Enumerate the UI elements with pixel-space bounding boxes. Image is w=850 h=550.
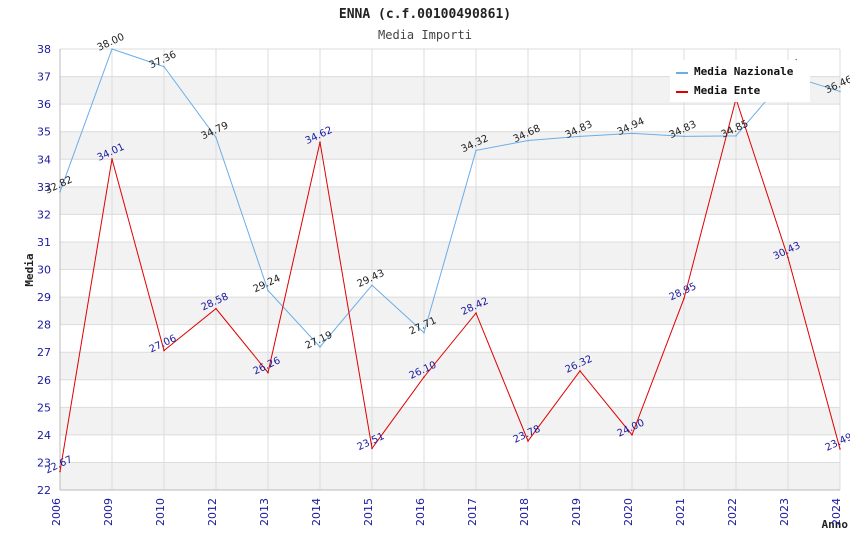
x-axis-ticks: 2006 2009 2010 2012 2013 2014 2015 2016 2017 2018… [50, 498, 843, 526]
point-ente [371, 447, 373, 450]
y-tick-label: 25 [37, 401, 51, 414]
y-tick-label: 24 [37, 429, 51, 442]
x-tick-label: 2006 [50, 498, 63, 526]
point-nazionale [631, 132, 633, 135]
grid-band [60, 434, 840, 463]
grid-band [60, 297, 840, 325]
point-nazionale [319, 346, 321, 348]
point-nazionale [111, 48, 113, 50]
legend-box [670, 60, 810, 102]
plot-background [60, 49, 840, 490]
point-ente [631, 434, 633, 436]
grid-lines [59, 48, 841, 491]
y-tick-label: 22 [37, 484, 51, 497]
chart-subtitle: Media Importi [378, 28, 472, 42]
grid-band [60, 104, 840, 132]
point-nazionale [475, 149, 477, 152]
grid-band [60, 462, 840, 490]
series-line-ente [59, 97, 841, 472]
y-tick-label: 30 [37, 264, 51, 277]
y-tick-label: 34 [37, 153, 51, 166]
x-axis-label: Anno [822, 518, 849, 531]
x-tick-label: 2010 [154, 498, 167, 526]
y-tick-label: 35 [37, 126, 51, 139]
series-lines [59, 48, 841, 473]
point-ente [319, 141, 321, 143]
x-tick-label: 2019 [570, 498, 583, 526]
grid-band [60, 241, 840, 270]
x-tick-label: 2024 [830, 498, 843, 526]
legend-label-ente: Media Ente [694, 84, 761, 97]
y-axis-ticks: 22 23 24 25 26 27 28 29 30 31 32 33 34 35 36 37 38 [37, 43, 51, 497]
x-tick-label: 2015 [362, 498, 375, 526]
y-tick-label: 33 [37, 181, 51, 194]
point-ente [163, 349, 165, 352]
point-ente [267, 371, 269, 374]
x-tick-label: 2016 [414, 498, 427, 526]
grid-band [60, 324, 840, 353]
point-ente [111, 158, 113, 160]
point-nazionale [527, 139, 529, 142]
point-nazionale [215, 136, 217, 139]
x-tick-label: 2017 [466, 498, 479, 526]
x-tick-label: 2018 [518, 498, 531, 526]
grid-band [60, 379, 840, 408]
grid-band [60, 269, 840, 298]
x-tick-label: 2023 [778, 498, 791, 526]
y-tick-label: 32 [37, 208, 51, 221]
point-nazionale [735, 135, 737, 137]
grid-band [60, 214, 840, 242]
point-ente [527, 440, 529, 442]
grid-band [60, 159, 840, 187]
legend-label-nazionale: Media Nazionale [694, 65, 794, 78]
y-tick-label: 27 [37, 346, 51, 359]
y-tick-label: 26 [37, 374, 51, 387]
x-tick-label: 2021 [674, 498, 687, 526]
point-ente [579, 370, 581, 372]
x-tick-label: 2014 [310, 498, 323, 526]
x-tick-label: 2012 [206, 498, 219, 526]
y-tick-label: 23 [37, 456, 51, 469]
y-tick-label: 37 [37, 71, 51, 84]
point-ente [215, 307, 217, 310]
grid-band [60, 186, 840, 215]
y-axis-label: Media [23, 253, 36, 286]
point-nazionale [371, 284, 373, 287]
x-tick-label: 2009 [102, 498, 115, 526]
y-tick-label: 38 [37, 43, 51, 56]
legend: Media Nazionale Media Ente [670, 60, 810, 102]
point-nazionale [579, 135, 581, 138]
chart-title: ENNA (c.f.00100490861) [339, 7, 511, 22]
point-ente [683, 297, 685, 300]
point-nazionale [59, 190, 61, 193]
grid-band [60, 352, 840, 380]
series-line-nazionale [59, 48, 841, 348]
point-ente [475, 312, 477, 314]
point-ente [423, 376, 425, 378]
point-ente [59, 470, 61, 473]
y-tick-label: 28 [37, 319, 51, 332]
y-tick-label: 29 [37, 291, 51, 304]
point-ente [839, 448, 841, 450]
grid-band [60, 407, 840, 435]
point-nazionale [683, 135, 685, 138]
point-nazionale [267, 289, 269, 292]
x-tick-label: 2020 [622, 498, 635, 526]
x-tick-label: 2013 [258, 498, 271, 526]
point-nazionale [839, 90, 841, 93]
y-tick-label: 36 [37, 98, 51, 111]
point-ente [787, 256, 789, 259]
point-nazionale [163, 65, 165, 68]
y-tick-label: 31 [37, 236, 51, 249]
point-nazionale [423, 331, 425, 334]
x-tick-label: 2022 [726, 498, 739, 526]
